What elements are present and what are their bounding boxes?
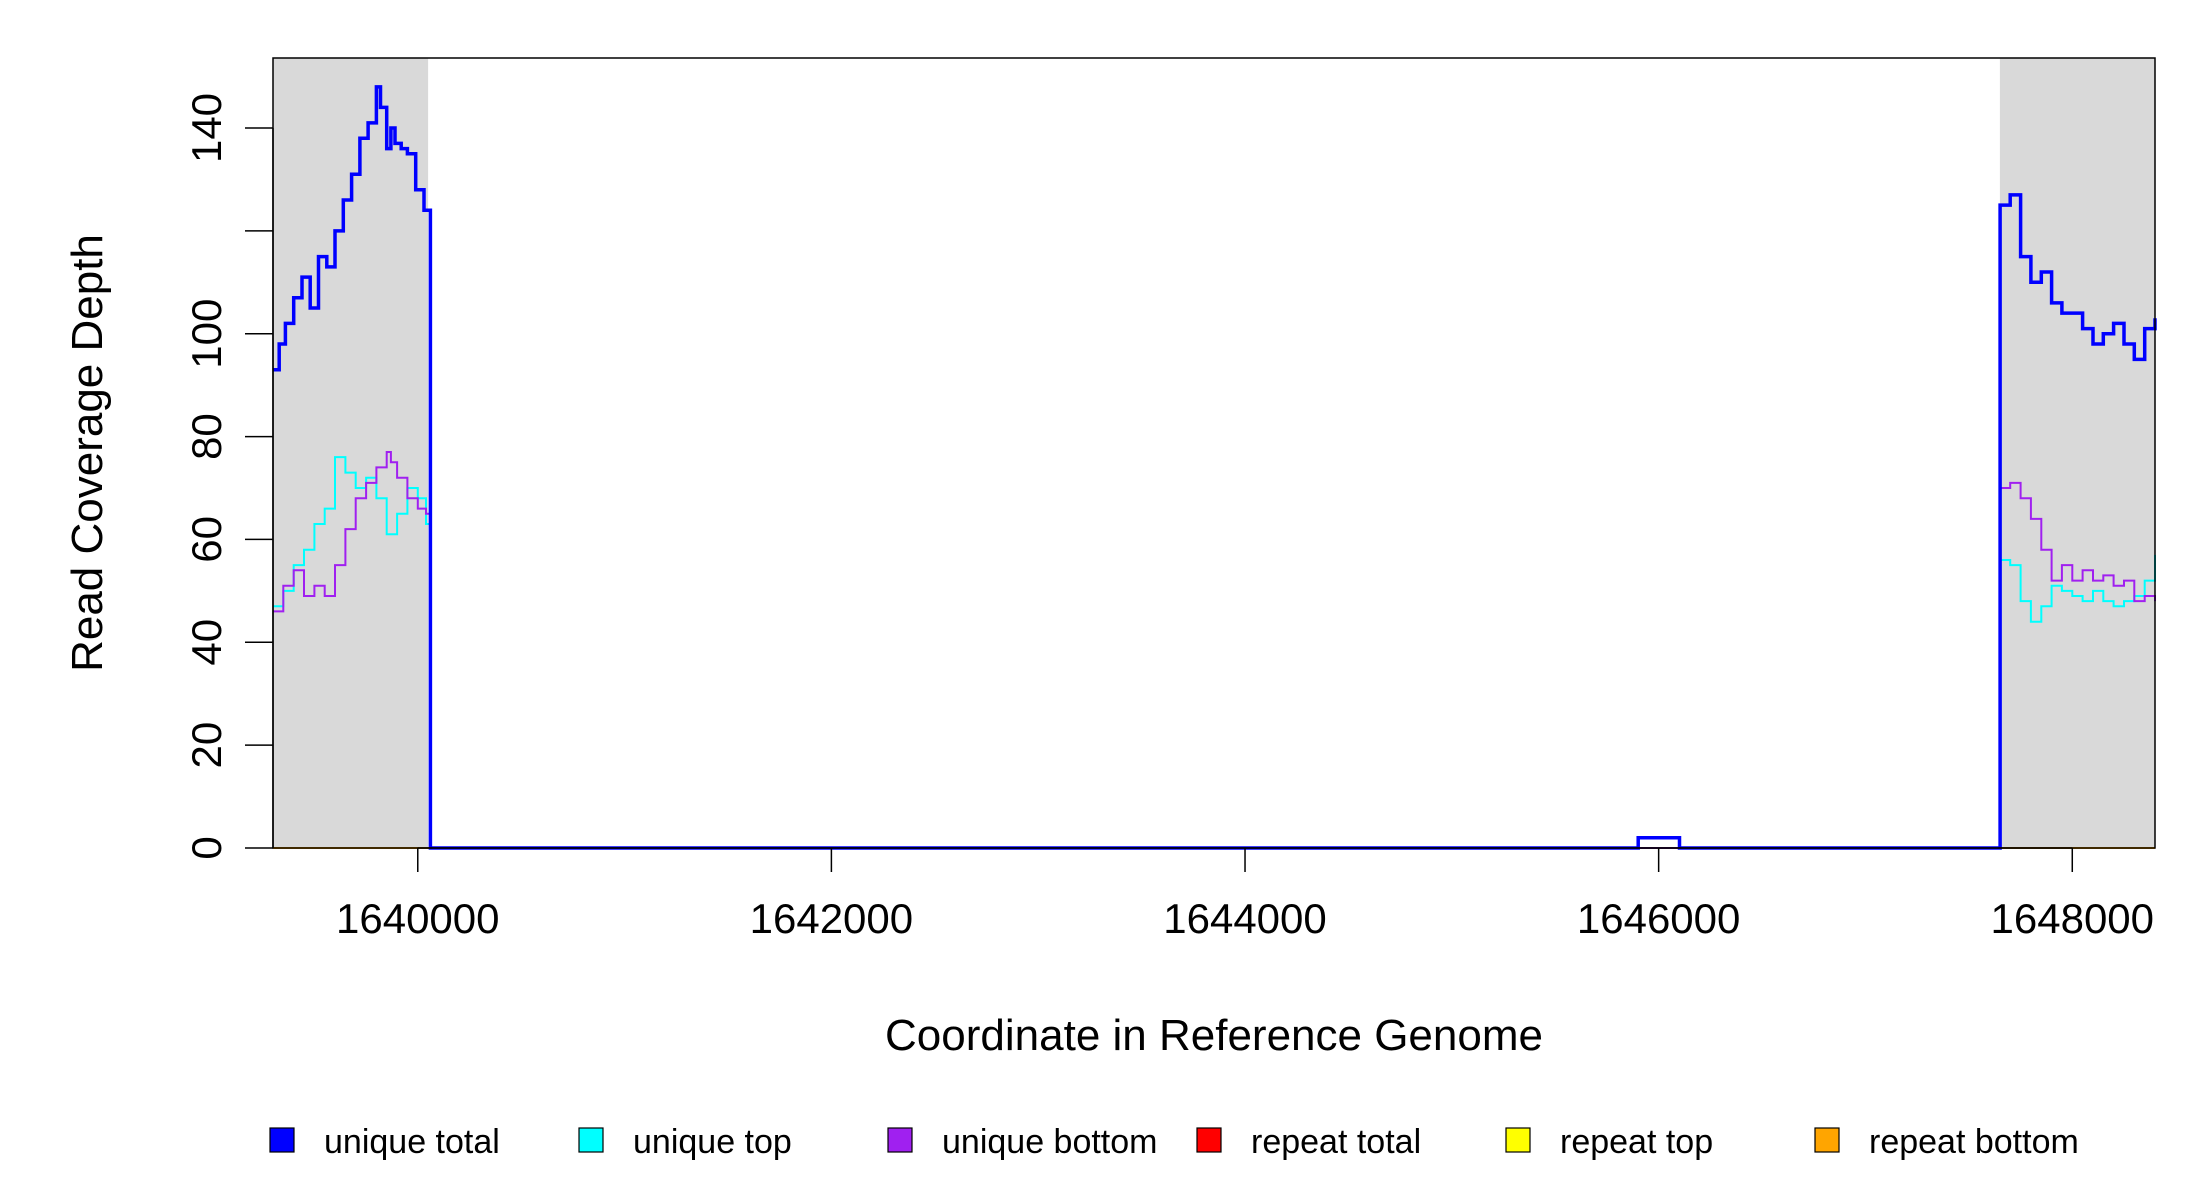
y-tick-label: 20 [183,722,230,769]
legend-label: unique bottom [942,1123,1158,1161]
legend-swatch [887,1127,913,1153]
legend-label: repeat bottom [1869,1123,2079,1161]
shaded-regions [273,58,2155,848]
shaded-region-1 [1999,58,2155,848]
series-line-unique-total [273,85,2157,850]
y-axis-title: Read Coverage Depth [63,234,112,672]
series-line-unique-top [273,456,2156,849]
x-tick-label: 1644000 [1163,895,1327,942]
y-tick-label: 140 [183,93,230,163]
x-axis: 1640000 1642000 1644000 1646000 1648000 [336,847,2155,942]
series-lines [273,85,2157,850]
y-tick-label: 80 [183,413,230,460]
x-tick-label: 1642000 [750,895,914,942]
series-line-unique-bottom [273,451,2156,849]
legend-swatch [1196,1127,1222,1153]
legend-swatch [1814,1127,1840,1153]
legend-label: unique top [633,1123,792,1161]
y-tick-label: 0 [183,836,230,859]
legend-label: unique total [324,1123,500,1161]
x-tick-label: 1646000 [1577,895,1741,942]
legend-swatch [578,1127,604,1153]
y-tick-label: 100 [183,299,230,369]
legend: unique total unique top unique bottom repea… [269,1123,2079,1161]
y-axis: 0 20 40 60 80 100 140 [183,93,274,860]
legend-swatch [269,1127,295,1153]
x-tick-label: 1640000 [336,895,500,942]
legend-label: repeat top [1560,1123,1713,1161]
legend-label: repeat total [1251,1123,1421,1161]
y-tick-label: 40 [183,619,230,666]
x-tick-label: 1648000 [1991,895,2155,942]
legend-swatch [1505,1127,1531,1153]
plot-frame [272,57,2156,849]
y-tick-label: 60 [183,516,230,563]
x-axis-title: Coordinate in Reference Genome [885,1011,1543,1060]
